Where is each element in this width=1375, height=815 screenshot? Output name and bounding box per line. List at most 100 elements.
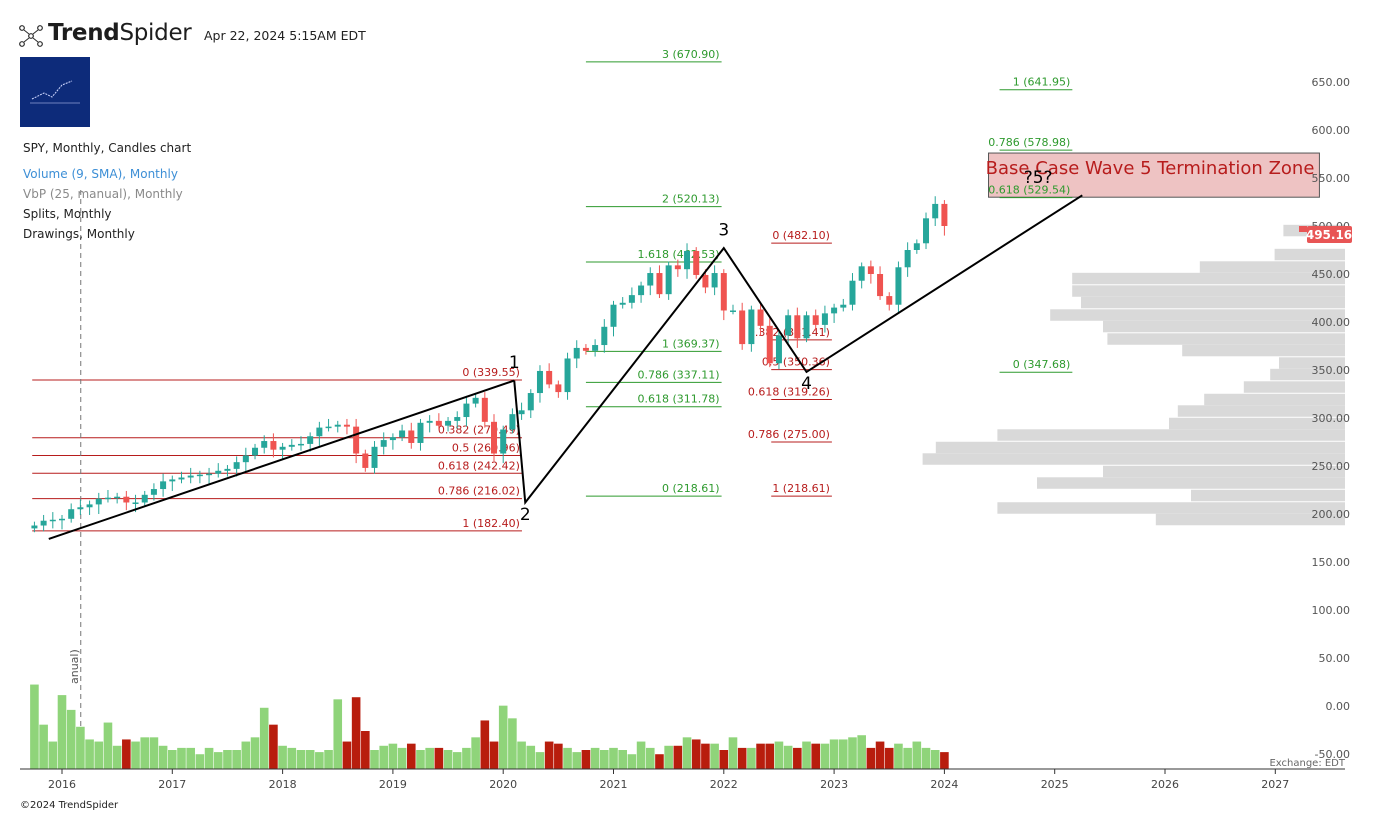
- legend-volume[interactable]: Volume (9, SMA), Monthly: [23, 167, 178, 181]
- candle: [224, 468, 231, 471]
- volume-bar: [508, 718, 517, 769]
- volume-bar: [563, 747, 572, 769]
- y-axis: 650.00600.00550.00500.00450.00400.00350.…: [1312, 76, 1351, 761]
- candle: [472, 397, 479, 404]
- volume-bar: [710, 743, 719, 769]
- vbp-bar: [1191, 489, 1345, 502]
- candle: [932, 203, 939, 219]
- volume-bar: [48, 741, 58, 769]
- volume-bar: [287, 747, 297, 769]
- legend-symbol[interactable]: SPY, Monthly, Candles chart: [23, 141, 192, 155]
- volume-bar: [535, 752, 545, 769]
- candle: [178, 477, 185, 480]
- volume-bar: [416, 750, 425, 769]
- vbp-bar: [935, 441, 1345, 454]
- candle: [840, 304, 847, 308]
- y-tick-label: 350.00: [1312, 364, 1351, 377]
- candle: [803, 315, 810, 339]
- vbp-bar: [1037, 477, 1345, 489]
- legend-drawings[interactable]: Drawings, Monthly: [23, 227, 135, 241]
- volume-bar: [903, 747, 912, 769]
- volume-bar: [645, 747, 655, 769]
- volume-bar: [425, 747, 434, 769]
- candle: [821, 313, 828, 325]
- volume-bar: [701, 743, 710, 769]
- candle: [132, 502, 139, 504]
- x-tick-label: 2025: [1041, 778, 1069, 791]
- fib-level-label: 0.618 (529.54): [988, 184, 1070, 197]
- current-price-label: 495.16: [1306, 228, 1352, 242]
- x-tick-label: 2019: [379, 778, 407, 791]
- trendspider-logo-icon: [19, 25, 43, 47]
- volume-bar: [39, 724, 48, 769]
- y-tick-label: 600.00: [1312, 124, 1351, 137]
- vbp-bar: [1103, 465, 1345, 478]
- candle: [619, 302, 626, 305]
- candle: [702, 274, 709, 288]
- volume-bar: [544, 741, 554, 769]
- candle: [757, 309, 764, 326]
- candle: [169, 479, 176, 482]
- volume-bar: [57, 695, 67, 769]
- volume-bar: [673, 745, 683, 769]
- candle: [867, 266, 874, 274]
- fib-level-label: 0.382 (279.49): [438, 424, 520, 437]
- x-tick-label: 2022: [710, 778, 738, 791]
- vbp-bar: [1072, 272, 1345, 285]
- vbp-bar: [1199, 261, 1345, 273]
- candle: [913, 243, 920, 250]
- wave-label: ?5?: [1024, 168, 1053, 188]
- candle: [665, 265, 672, 295]
- brand-name-bold: Trend: [48, 20, 120, 46]
- candle: [628, 295, 635, 303]
- legend-splits[interactable]: Splits, Monthly: [23, 207, 112, 221]
- candles: [31, 196, 948, 533]
- candle: [858, 266, 865, 281]
- x-tick-label: 2023: [820, 778, 848, 791]
- wave-label: 1: [509, 353, 520, 373]
- volume-bar: [866, 747, 876, 769]
- fib-level-label: 1.618 (462.53): [638, 248, 720, 261]
- volume-bar: [342, 741, 352, 769]
- volume-bar: [278, 745, 287, 769]
- candle: [49, 519, 56, 522]
- candle: [261, 441, 268, 448]
- volume-bar: [379, 745, 389, 769]
- volume-bar: [296, 750, 306, 769]
- candle: [95, 498, 102, 505]
- avatar: [20, 57, 90, 127]
- legend-vbp[interactable]: VbP (25, manual), Monthly: [23, 187, 183, 201]
- candle: [573, 347, 580, 359]
- fib-level-label: 0 (347.68): [1013, 358, 1071, 371]
- candle: [233, 462, 240, 469]
- candle: [380, 440, 387, 447]
- vbp-bar: [1270, 368, 1345, 381]
- volume-bar: [526, 745, 536, 769]
- y-tick-label: 650.00: [1312, 76, 1351, 89]
- volume-bar: [829, 739, 839, 769]
- volume-bar: [204, 747, 214, 769]
- candle: [527, 393, 534, 411]
- x-axis: 2016 2017 2018 2019 2020 2021 2022 2023 2024 2025…: [48, 769, 1289, 791]
- candle: [500, 429, 507, 454]
- candle: [445, 420, 452, 426]
- candle: [160, 481, 167, 490]
- x-tick-label: 2018: [269, 778, 297, 791]
- candle: [123, 496, 130, 503]
- candle: [389, 437, 396, 441]
- candle: [463, 403, 470, 418]
- volume-bar: [388, 743, 398, 769]
- x-tick-label: 2021: [600, 778, 628, 791]
- volume-bar: [636, 741, 646, 769]
- candle: [31, 525, 38, 529]
- fib-level-label: 0 (482.10): [772, 229, 830, 242]
- vbp-bar: [1107, 333, 1345, 345]
- fib-level-label: 0.786 (578.98): [988, 136, 1070, 149]
- volume-bar: [820, 743, 830, 769]
- volume-bar: [912, 741, 922, 769]
- volume-bar: [158, 745, 168, 769]
- volume-bar: [655, 754, 664, 769]
- volume-bar: [894, 743, 903, 769]
- candle: [288, 444, 295, 447]
